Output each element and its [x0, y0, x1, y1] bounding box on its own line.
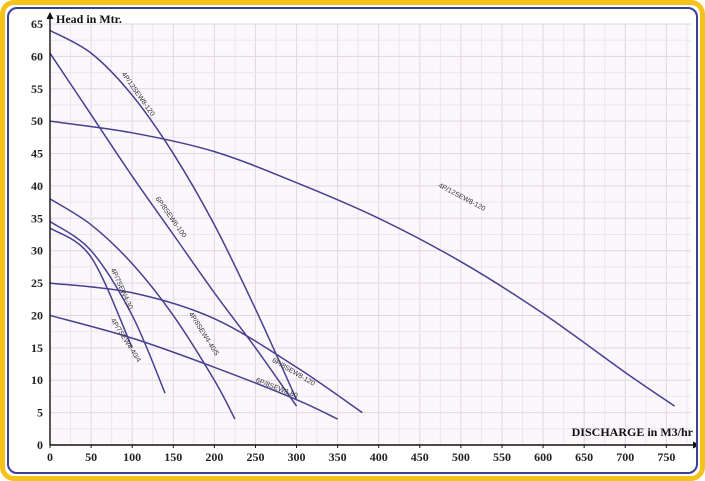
x-tick-label: 500 [452, 450, 470, 464]
y-tick-label: 25 [31, 276, 43, 290]
y-tick-label: 0 [37, 438, 43, 452]
curves [49, 29, 675, 420]
series-line-3 [49, 52, 298, 407]
x-tick-label: 350 [329, 450, 347, 464]
x-axis-title: DISCHARGE in M3/hr [572, 425, 694, 439]
x-tick-label: 250 [246, 450, 264, 464]
x-tick-label: 50 [85, 450, 97, 464]
y-tick-label: 65 [31, 17, 43, 31]
x-tick-label: 400 [370, 450, 388, 464]
y-axis-title: Head in Mtr. [56, 12, 122, 26]
grid [49, 23, 691, 446]
y-tick-label: 35 [31, 211, 43, 225]
y-tick-label: 5 [37, 406, 43, 420]
x-tick-label: 600 [534, 450, 552, 464]
series-line-6 [49, 227, 133, 349]
series-line-8 [49, 314, 338, 420]
y-tick-label: 40 [31, 179, 43, 193]
y-tick-label: 55 [31, 82, 43, 96]
x-tick-label: 550 [493, 450, 511, 464]
y-axis-arrow [46, 12, 54, 19]
y-tick-label: 45 [31, 147, 43, 161]
x-tick-label: 650 [575, 450, 593, 464]
y-tick-label: 30 [31, 244, 43, 258]
pump-performance-chart: 0 50 100 150 200 250 300 350 400 450 500 550 600 650 7… [31, 12, 696, 464]
series-line-1 [49, 120, 675, 407]
x-tick-label: 150 [164, 450, 182, 464]
x-tick-label: 750 [657, 450, 675, 464]
series-line-2 [49, 29, 298, 400]
x-tick-label: 200 [205, 450, 223, 464]
y-tick-label: 20 [31, 308, 43, 322]
y-tick-label: 15 [31, 341, 43, 355]
x-axis-arrow [693, 441, 696, 449]
y-tick-label: 50 [31, 114, 43, 128]
x-tick-label: 300 [288, 450, 306, 464]
y-tick-label: 10 [31, 373, 43, 387]
series-line-7 [49, 282, 363, 414]
x-tick-label: 100 [123, 450, 141, 464]
axes [46, 12, 696, 449]
chart-panel: 0 50 100 150 200 250 300 350 400 450 500 550 600 650 7… [7, 7, 698, 474]
tick-labels: 0 50 100 150 200 250 300 350 400 450 500 550 600 650 7… [31, 17, 675, 464]
x-tick-label: 700 [616, 450, 634, 464]
series-line-4 [49, 198, 236, 420]
x-tick-label: 450 [411, 450, 429, 464]
x-tick-label: 0 [47, 450, 53, 464]
series-line-5 [49, 220, 166, 394]
y-tick-label: 60 [31, 49, 43, 63]
